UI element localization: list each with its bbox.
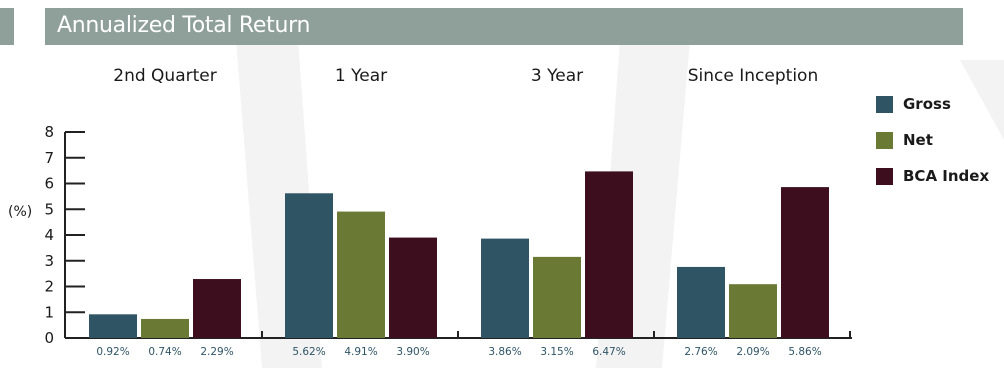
data-label: 0.92%: [96, 346, 129, 358]
y-tick-label: 7: [44, 149, 54, 167]
bar-bca-index: [389, 237, 437, 338]
category-label: Since Inception: [688, 66, 818, 86]
bar-gross: [89, 314, 137, 338]
bar-net: [337, 211, 385, 338]
y-tick-label: 5: [44, 200, 54, 218]
y-tick-label: 8: [44, 123, 54, 141]
data-label: 5.86%: [788, 346, 821, 358]
data-label: 2.09%: [736, 346, 769, 358]
data-label: 3.86%: [488, 346, 521, 358]
bar-bca-index: [585, 171, 633, 338]
data-label: 5.62%: [292, 346, 325, 358]
legend-swatch-bca-index: [876, 168, 893, 185]
category-label: 3 Year: [531, 66, 583, 86]
data-label: 3.90%: [396, 346, 429, 358]
legend-label-bca-index: BCA Index: [903, 167, 990, 185]
legend-label-net: Net: [903, 131, 933, 149]
legend-label-gross: Gross: [903, 95, 951, 113]
y-tick-label: 0: [44, 329, 54, 347]
bar-bca-index: [193, 279, 241, 338]
data-label: 4.91%: [344, 346, 377, 358]
y-tick-label: 1: [44, 303, 54, 321]
title-bar: Annualized Total Return: [45, 8, 963, 45]
bar-gross: [677, 266, 725, 338]
data-label: 0.74%: [148, 346, 181, 358]
y-tick-label: 6: [44, 175, 54, 193]
legend-swatch-gross: [876, 96, 893, 113]
header-side-tab: [0, 8, 14, 45]
category-label: 2nd Quarter: [113, 66, 216, 86]
bar-net: [533, 256, 581, 338]
data-label: 2.76%: [684, 346, 717, 358]
y-tick-label: 3: [44, 252, 54, 270]
bar-bca-index: [781, 187, 829, 338]
bar-net: [141, 318, 189, 338]
y-tick-label: 2: [44, 278, 54, 296]
page-title: Annualized Total Return: [57, 13, 311, 38]
data-label: 2.29%: [200, 346, 233, 358]
bar-net: [729, 284, 777, 338]
data-label: 3.15%: [540, 346, 573, 358]
data-label: 6.47%: [592, 346, 625, 358]
legend-swatch-net: [876, 132, 893, 149]
bar-gross: [481, 238, 529, 338]
y-tick-label: 4: [44, 226, 54, 244]
category-label: 1 Year: [335, 66, 387, 86]
y-axis-label: (%): [8, 204, 32, 220]
bar-gross: [285, 193, 333, 338]
